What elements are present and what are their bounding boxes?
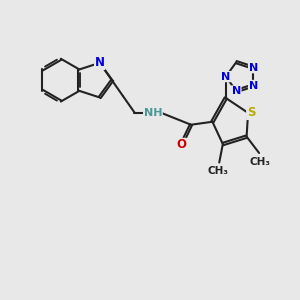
Text: N: N [221,72,230,82]
Text: N: N [249,63,258,73]
Text: CH₃: CH₃ [249,157,270,166]
Text: S: S [247,106,255,119]
Text: N: N [95,56,105,69]
Text: CH₃: CH₃ [207,166,228,176]
Text: NH: NH [144,107,162,118]
Text: N: N [232,86,241,96]
Text: O: O [176,138,186,152]
Text: N: N [249,80,258,91]
